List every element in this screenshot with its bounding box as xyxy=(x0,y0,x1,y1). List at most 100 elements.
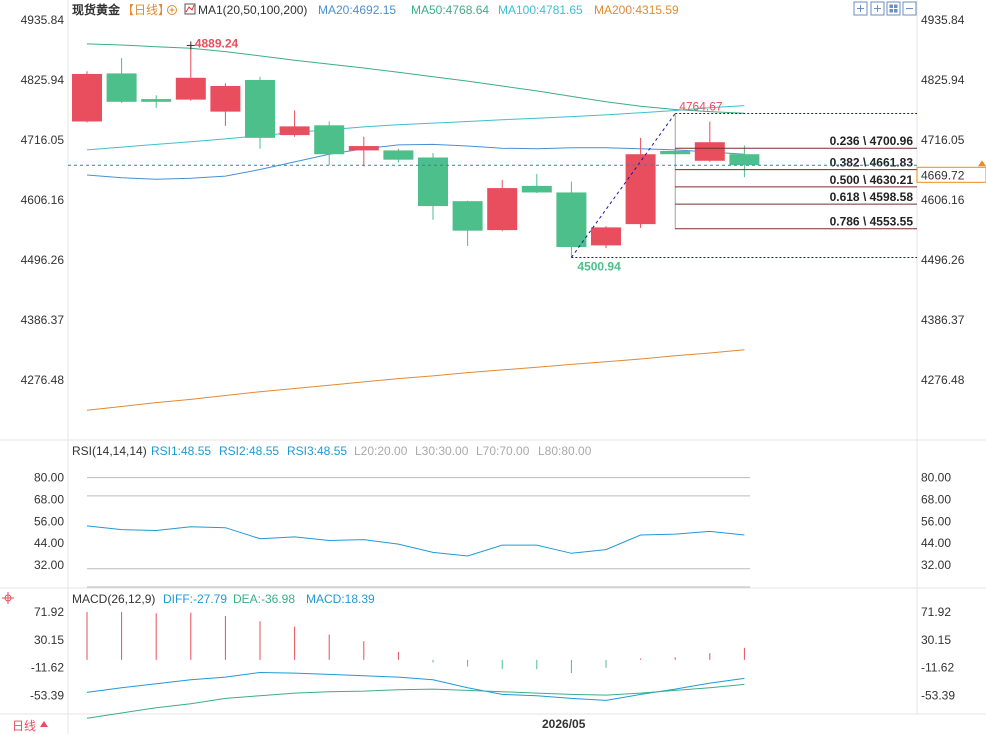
rsi-tick-left: 68.00 xyxy=(34,492,64,506)
price-tick-left: 4496.26 xyxy=(21,253,65,267)
footer-date-label: 2026/05 xyxy=(542,717,586,731)
swing-high-annotation: 4764.67 xyxy=(679,99,723,113)
ma-label: MA1(20,50,100,200) xyxy=(198,3,307,17)
fib-trend-line xyxy=(570,113,676,258)
candle xyxy=(556,181,587,258)
candle-body xyxy=(314,125,345,155)
candle xyxy=(694,121,725,162)
macd-label: MACD(26,12,9) xyxy=(72,592,155,606)
ma-indicator-icon[interactable] xyxy=(184,3,196,15)
candle xyxy=(72,71,102,123)
ma100-value: MA100:4781.65 xyxy=(498,3,583,17)
candle xyxy=(418,153,448,220)
candle xyxy=(210,83,241,126)
rsi-l20: L20:20.00 xyxy=(354,444,408,458)
candle xyxy=(348,136,379,167)
rsi-tick-left: 80.00 xyxy=(34,471,64,485)
price-annotations: 4889.24 4500.94 4764.67 xyxy=(186,36,723,273)
macd-dea-value: DEA:-36.98 xyxy=(233,592,295,606)
current-price-arrow-icon xyxy=(978,160,986,167)
price-tick-right: 4716.05 xyxy=(921,133,965,147)
rsi-tick-right: 68.00 xyxy=(921,492,951,506)
instrument-title: 现货黄金 xyxy=(72,2,121,17)
macd-diff-value: DIFF:-27.79 xyxy=(163,592,227,606)
rsi-tick-left: 32.00 xyxy=(34,558,64,572)
ma200-line xyxy=(86,349,745,411)
candle-body xyxy=(487,188,518,231)
candle-body xyxy=(521,185,552,193)
ma50-value: MA50:4768.64 xyxy=(411,3,489,17)
candle xyxy=(175,45,206,101)
period-tag[interactable]: 【日线】 xyxy=(122,3,170,17)
rsi-l80: L80:80.00 xyxy=(538,444,592,458)
fib-level-label: 0.382 \ 4661.83 xyxy=(830,156,914,170)
current-price-tag xyxy=(916,166,986,183)
candle xyxy=(452,200,483,246)
candle-body xyxy=(556,192,587,248)
macd-tick-left: 71.92 xyxy=(34,605,64,619)
candle-body xyxy=(141,99,172,102)
minus-icon[interactable] xyxy=(902,1,917,16)
rsi-tick-left: 56.00 xyxy=(34,514,64,528)
rsi-tick-left: 44.00 xyxy=(34,536,64,550)
macd-tick-left: -53.39 xyxy=(30,688,64,702)
macd-settings-icon[interactable] xyxy=(2,592,14,604)
ma50-line xyxy=(86,43,745,114)
candle xyxy=(383,148,414,163)
candle xyxy=(141,95,172,108)
candle-body xyxy=(591,227,621,246)
rsi2-value: RSI2:48.55 xyxy=(219,444,279,458)
rsi-tick-right: 80.00 xyxy=(921,471,951,485)
candle xyxy=(521,173,552,193)
add-indicator-icon[interactable] xyxy=(167,5,177,15)
candle-body xyxy=(106,73,137,102)
candle-body xyxy=(729,154,760,166)
price-tick-left: 4386.37 xyxy=(21,313,65,327)
macd-tick-left: 30.15 xyxy=(34,633,64,647)
grid-icon[interactable] xyxy=(886,1,901,16)
settings-icon[interactable] xyxy=(853,1,868,16)
candle xyxy=(729,145,760,178)
candle xyxy=(279,110,310,137)
macd-diff-line xyxy=(86,671,745,701)
price-tick-left: 4606.16 xyxy=(21,193,65,207)
price-tick-left: 4716.05 xyxy=(21,133,65,147)
fib-level-label: 0.786 \ 4553.55 xyxy=(830,215,914,229)
candle xyxy=(314,121,345,166)
candle xyxy=(591,226,621,249)
fibonacci-retracement[interactable]: 0.236 \ 4700.96 0.382 \ 4661.83 0.500 \ 46… xyxy=(570,112,917,258)
rsi3-value: RSI3:48.55 xyxy=(287,444,347,458)
candle-body xyxy=(452,201,483,231)
rsi-line xyxy=(86,525,745,557)
candle-body xyxy=(72,73,102,122)
macd-tick-right: 71.92 xyxy=(921,605,951,619)
candle-body xyxy=(418,157,448,207)
candle-body xyxy=(175,77,206,100)
ma20-line xyxy=(86,143,745,180)
plus-icon[interactable] xyxy=(870,1,885,16)
price-tick-right: 4386.37 xyxy=(921,313,965,327)
period-toggle-icon[interactable] xyxy=(40,721,48,727)
fib-level-label: 0.618 \ 4598.58 xyxy=(830,190,914,204)
rsi-l70: L70:70.00 xyxy=(476,444,530,458)
candle-body xyxy=(625,154,656,225)
candle xyxy=(245,76,275,149)
macd-tick-right: -11.62 xyxy=(921,661,954,675)
rsi-tick-right: 32.00 xyxy=(921,558,951,572)
fib-level-label: 0.236 \ 4700.96 xyxy=(830,134,914,148)
price-tick-left: 4935.84 xyxy=(21,13,65,27)
candle xyxy=(487,179,518,232)
macd-panel: 71.92 71.92 30.15 30.15 -11.62 -11.62 -53.39 -5… xyxy=(30,605,955,719)
candle-body xyxy=(210,85,241,112)
rsi-tick-right: 44.00 xyxy=(921,536,951,550)
candle xyxy=(625,137,656,228)
ma20-value: MA20:4692.15 xyxy=(318,3,396,17)
candle-body xyxy=(348,146,379,151)
candle-body xyxy=(245,79,275,138)
candlestick-series xyxy=(72,45,760,258)
price-tick-right: 4496.26 xyxy=(921,253,965,267)
ma100-line xyxy=(86,105,745,151)
footer-period[interactable]: 日线 xyxy=(12,719,36,733)
high-annotation: 4889.24 xyxy=(195,36,239,50)
